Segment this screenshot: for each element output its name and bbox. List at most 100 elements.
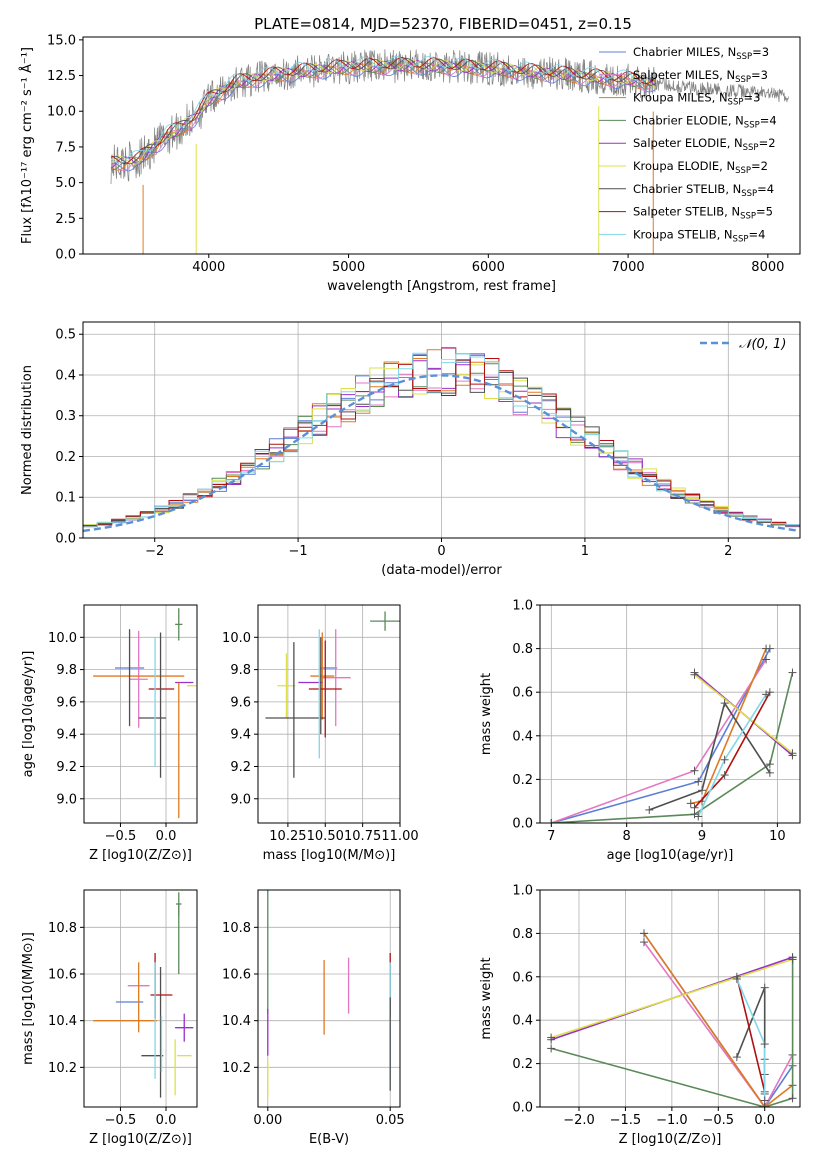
- y-tick-label: 5.0: [55, 176, 76, 191]
- x-tick-label: 0.0: [754, 1113, 775, 1128]
- y-tick-label: 0.2: [512, 1057, 533, 1072]
- legend-subscript: SSP: [736, 52, 752, 62]
- model-spectrum: [110, 62, 657, 171]
- y-axis-label: mass weight: [479, 957, 494, 1039]
- y-tick-label: 0.4: [512, 1014, 533, 1029]
- y-tick-label: 10.0: [222, 631, 251, 646]
- plot-area: [93, 608, 197, 819]
- y-tick-label: 0.3: [55, 409, 76, 424]
- legend-label: Chabrier MILES, NSSP=3: [633, 45, 769, 62]
- y-tick-label: 0.0: [55, 248, 76, 263]
- legend-label: 𝒩(0, 1): [739, 337, 786, 352]
- series-line: [550, 957, 794, 1107]
- y-tick-label: 9.6: [56, 695, 77, 710]
- x-tick-label: −1.5: [610, 1113, 642, 1128]
- legend-value: =4: [760, 113, 777, 127]
- legend-label: Chabrier STELIB, NSSP=4: [633, 182, 774, 199]
- series-line: [736, 987, 766, 1094]
- y-tick-label: 10.8: [48, 921, 77, 936]
- legend-subscript: SSP: [740, 212, 756, 222]
- legend-value: =3: [752, 45, 769, 59]
- y-tick-label: 0.2: [512, 773, 533, 788]
- plot-area: [267, 890, 391, 1098]
- x-axis-label: wavelength [Angstrom, rest frame]: [327, 279, 556, 294]
- series-line: [694, 674, 793, 754]
- normal-curve: [83, 374, 800, 533]
- legend-label: Chabrier ELODIE, NSSP=4: [633, 113, 777, 130]
- x-tick-label: −1.0: [656, 1113, 688, 1128]
- x-tick-label: 0: [437, 544, 445, 559]
- legend-subscript: SSP: [744, 120, 760, 130]
- y-tick-label: 9.8: [230, 663, 251, 678]
- legend-label: Salpeter MILES, NSSP=3: [633, 68, 768, 85]
- axes-frame: [82, 36, 801, 255]
- y-tick-label: 12.5: [47, 69, 76, 84]
- x-tick-label: 7: [547, 829, 555, 844]
- y-axis-label: mass [log10(M/M⊙)]: [21, 932, 36, 1065]
- y-tick-label: 9.0: [56, 792, 77, 807]
- axes-frame: [257, 604, 401, 824]
- y-tick-label: 0.0: [512, 1101, 533, 1116]
- plot-area: [83, 347, 800, 533]
- series-line: [643, 941, 794, 1107]
- legend-label: Salpeter STELIB, NSSP=5: [633, 205, 773, 222]
- plot-area: [110, 49, 789, 254]
- y-tick-label: 1.0: [512, 884, 533, 899]
- x-tick-label: 2: [724, 544, 732, 559]
- legend-subscript: SSP: [743, 143, 759, 153]
- y-tick-label: 0.4: [55, 368, 76, 383]
- spectrum-legend: Chabrier MILES, NSSP=3 Salpeter MILES, NS…: [599, 45, 777, 244]
- y-tick-label: 10.6: [222, 968, 251, 983]
- y-tick-label: 10.4: [48, 1014, 77, 1029]
- series-line: [643, 932, 794, 1107]
- axes-frame: [83, 889, 198, 1108]
- y-axis-label: age [log10(age/yr)]: [21, 651, 36, 778]
- legend-subscript: SSP: [735, 166, 751, 176]
- x-tick-label: 10.25: [269, 829, 306, 844]
- y-tick-label: 9.6: [230, 695, 251, 710]
- y-tick-label: 9.4: [56, 728, 77, 743]
- legend-label: Kroupa ELODIE, NSSP=2: [633, 159, 768, 176]
- x-tick-label: 10.75: [344, 829, 381, 844]
- y-tick-label: 2.5: [55, 212, 76, 227]
- y-tick-label: 0.6: [512, 686, 533, 701]
- panel-mass_vs_EBV: 0.00 0.05 10.2 10.4 10.6 10.8 E(B-V): [222, 889, 405, 1147]
- axes-frame: [257, 889, 401, 1108]
- legend-value: =4: [748, 227, 765, 241]
- x-tick-label: 4000: [192, 260, 225, 275]
- y-tick-label: 0.1: [55, 491, 76, 506]
- panel-residuals: 𝒩(0, 1) −2 −1 0 1 2 0.0 0.1 0.2 0.3 0.4 0.5 (data-mo…: [20, 321, 801, 578]
- y-tick-label: 9.2: [230, 760, 251, 775]
- x-tick-label: −2.0: [563, 1113, 595, 1128]
- y-tick-label: 10.8: [222, 921, 251, 936]
- y-tick-label: 9.4: [230, 728, 251, 743]
- plot-area: [265, 611, 400, 778]
- x-tick-label: 9: [698, 829, 706, 844]
- x-tick-label: −2: [145, 544, 164, 559]
- y-tick-label: 9.2: [56, 760, 77, 775]
- legend-label: Salpeter ELODIE, NSSP=2: [633, 136, 776, 153]
- y-tick-label: 9.0: [230, 792, 251, 807]
- x-tick-label: 1: [581, 544, 589, 559]
- model-spectrum: [110, 57, 657, 164]
- axes-frame: [539, 604, 801, 824]
- model-spectrum: [110, 55, 657, 164]
- model-spectrum: [110, 59, 657, 165]
- x-tick-label: 10: [769, 829, 786, 844]
- legend-value: =4: [757, 182, 774, 196]
- panel-mass_weight_vs_age: 7 8 9 10 0.0 0.2 0.4 0.6 0.8 1.0 age [log10(age/yr…: [479, 599, 801, 863]
- y-tick-label: 0.2: [55, 450, 76, 465]
- panel-age_vs_mass: 10.25 10.50 10.75 11.00 9.0 9.2 9.4 9.6 9.8 10.0 m…: [222, 604, 419, 863]
- x-tick-label: 0.0: [156, 1113, 177, 1128]
- plot-area: [547, 644, 797, 823]
- x-axis-label: Z [log10(Z/Z⊙)]: [619, 1132, 722, 1147]
- y-tick-label: 10.4: [222, 1014, 251, 1029]
- series-line: [550, 958, 793, 1039]
- y-axis-label: Normed distribution: [20, 365, 35, 495]
- y-tick-label: 0.0: [55, 532, 76, 547]
- y-tick-label: 7.5: [55, 140, 76, 155]
- y-tick-label: 10.2: [48, 1061, 77, 1076]
- legend-subscript: SSP: [741, 189, 757, 199]
- x-tick-label: −0.5: [105, 1113, 137, 1128]
